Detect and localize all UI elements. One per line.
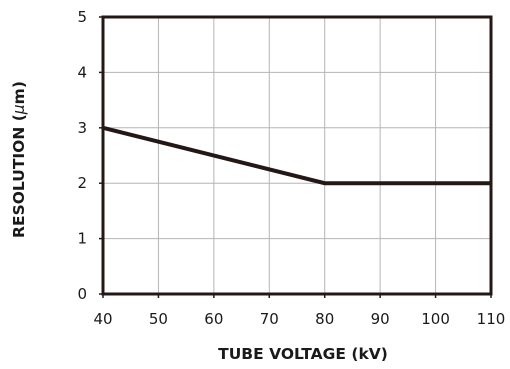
- y-axis-title-suffix: m): [10, 81, 28, 104]
- plot-frame: [101, 15, 493, 296]
- y-tick-label-3: 3: [77, 119, 87, 137]
- y-tick-label-4: 4: [77, 63, 87, 81]
- y-tick-label-5: 5: [77, 8, 87, 26]
- x-tick-label-70: 70: [260, 310, 279, 328]
- x-tick-label-90: 90: [371, 310, 390, 328]
- y-axis-title-unit: μ: [10, 104, 28, 115]
- x-tick-label-100: 100: [421, 310, 450, 328]
- y-tick-label-1: 1: [77, 230, 87, 248]
- x-tick-label-50: 50: [149, 310, 168, 328]
- x-tick-label-40: 40: [93, 310, 112, 328]
- x-tick-label-60: 60: [204, 310, 223, 328]
- grid: [102, 16, 492, 295]
- y-tick-label-2: 2: [77, 174, 87, 192]
- y-tick-label-0: 0: [77, 285, 87, 303]
- x-axis-title: TUBE VOLTAGE (kV): [218, 345, 388, 363]
- x-tick-label-80: 80: [315, 310, 334, 328]
- x-tick-labels: 40 50 60 70 80 90 100 110: [93, 310, 505, 328]
- y-axis-title-prefix: RESOLUTION (: [10, 114, 28, 238]
- series-line-resolution: [102, 125, 491, 186]
- x-tick-label-110: 110: [477, 310, 506, 328]
- y-axis-title: RESOLUTION (μm): [10, 81, 28, 238]
- y-tick-labels: 0 1 2 3 4 5: [77, 8, 87, 303]
- ticks: [99, 16, 492, 298]
